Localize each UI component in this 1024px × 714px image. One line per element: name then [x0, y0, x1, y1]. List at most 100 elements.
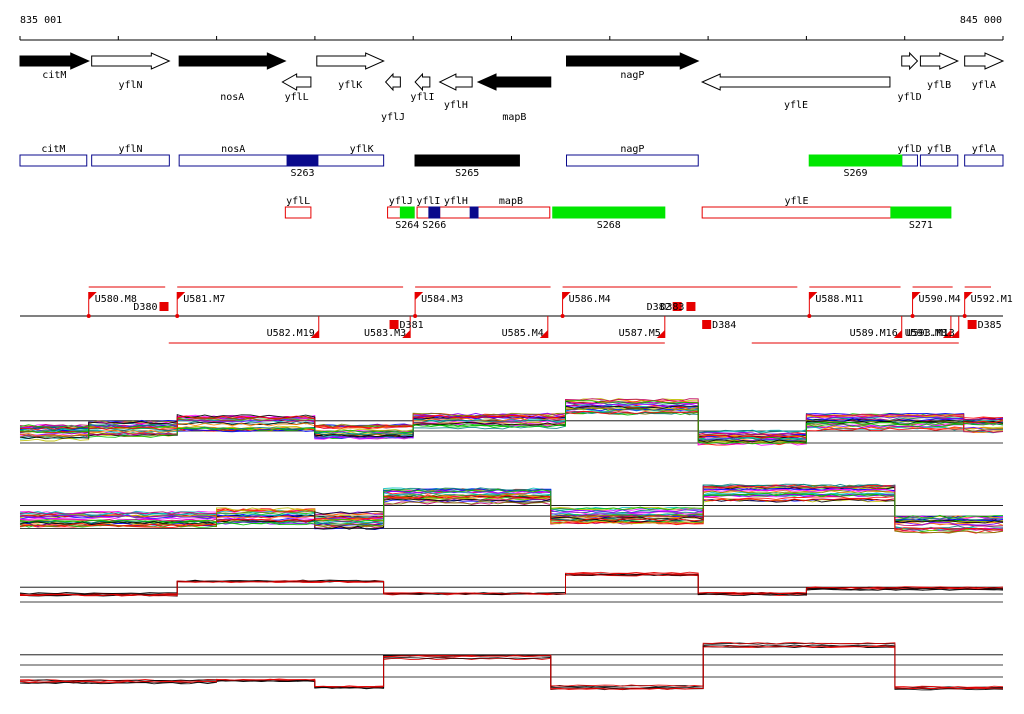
- up-transcript-flag: [415, 292, 424, 300]
- minus-segment-label: yflI: [416, 196, 440, 207]
- gene-arrow-yflH: [438, 73, 473, 91]
- gene-annotation-track: citM yflN nosA yflL yflK yflJ yflI yflH mapB nagP…: [19, 51, 1005, 123]
- transcript-track: U580.M8 U581.M7 U584.M3 U586.M4 U588.M11 U590…: [20, 286, 1013, 344]
- plus-segment-label: nagP: [620, 144, 644, 155]
- lower-marker-label: D385: [978, 320, 1002, 331]
- up-transcript-origin: [560, 314, 565, 318]
- signal-trace: [19, 405, 1004, 444]
- feature-block: [890, 206, 952, 219]
- signal-trace: [19, 483, 1003, 525]
- feature-label-S265: S265: [455, 168, 479, 179]
- down-transcript-flag: [539, 330, 548, 338]
- gene-arrow-yflE: [700, 73, 891, 91]
- minus-segment-label: yflL: [286, 196, 310, 207]
- gene-label-yflI: yflI: [410, 92, 434, 103]
- up-transcript-origin: [910, 314, 915, 318]
- upper-marker-box: [672, 302, 682, 311]
- down-transcript-flag: [893, 330, 902, 338]
- lower-marker-box: [967, 320, 977, 329]
- signal-track-plus-strand-summary: [19, 571, 1004, 603]
- gene-label-yflN: yflN: [118, 80, 142, 91]
- feature-block: [428, 206, 441, 219]
- minus-segment-label: yflJ: [389, 196, 413, 207]
- signal-trace: [19, 491, 1004, 531]
- gene-arrow-yflA: [964, 52, 1005, 70]
- lower-marker-label: D384: [712, 320, 736, 331]
- gene-arrow-citM: [19, 52, 90, 70]
- lower-marker-label: D381: [400, 320, 424, 331]
- up-transcript-flag: [88, 292, 97, 300]
- gene-arrow-yflJ: [384, 72, 401, 92]
- up-transcript-flag: [562, 292, 571, 300]
- signal-trace: [19, 574, 1004, 597]
- up-transcript-origin: [413, 314, 418, 318]
- plus-segment-label: yflB: [927, 144, 951, 155]
- minus-segment-label: yflE: [785, 196, 809, 207]
- up-transcript-origin: [175, 314, 180, 318]
- gene-label-yflD: yflD: [898, 92, 922, 103]
- signal-trace: [19, 571, 1004, 597]
- signal-trace: [19, 488, 1004, 521]
- signal-track-minus-strand-summary: [19, 641, 1004, 691]
- gene-arrow-yflL: [281, 73, 312, 91]
- gene-arrow-yflN: [91, 52, 171, 70]
- gene-arrow-yflI: [414, 72, 431, 92]
- up-transcript-flag: [177, 292, 186, 300]
- gene-label-yflH: yflH: [444, 100, 468, 111]
- down-transcript-label: U593.M13: [907, 328, 955, 339]
- down-transcript-flag: [656, 330, 665, 338]
- segment-track: citM yflN nosA yflK nagP yflD yflB yflA yflL yflJ…: [19, 144, 1004, 231]
- plus-segment-label: yflK: [350, 144, 374, 155]
- gene-arrow-nagP: [566, 52, 700, 70]
- ruler-start-label: 835 001: [20, 15, 62, 26]
- gene-label-yflE: yflE: [784, 100, 808, 111]
- minus-segment: [439, 206, 473, 219]
- plus-segment-label: yflA: [972, 144, 996, 155]
- down-transcript-label: U582.M19: [267, 328, 315, 339]
- signal-trace: [19, 400, 1004, 445]
- plus-segment: [91, 154, 170, 167]
- down-transcript-flag: [310, 330, 319, 338]
- gene-label-yflL: yflL: [285, 92, 309, 103]
- plus-segment-label: yflN: [118, 144, 142, 155]
- gene-arrow-yflK: [316, 52, 385, 70]
- gene-label-citM: citM: [42, 70, 66, 81]
- down-transcript-flag: [950, 330, 959, 338]
- signal-track-plus-strand-tiling: [19, 398, 1004, 446]
- gene-label-mapB: mapB: [502, 112, 526, 123]
- upper-marker-box: [686, 302, 696, 311]
- up-transcript-origin: [962, 314, 967, 318]
- feature-label-S264: S264: [395, 220, 419, 231]
- feature-block: [399, 206, 415, 219]
- feature-block: [286, 154, 319, 167]
- plus-segment: [901, 154, 918, 167]
- signal-track-minus-strand-tiling: [19, 483, 1004, 534]
- plus-segment: [178, 154, 288, 167]
- signal-trace: [19, 498, 1004, 526]
- feature-label-S268: S268: [597, 220, 621, 231]
- up-transcript-origin: [86, 314, 91, 318]
- feature-label-S263: S263: [290, 168, 314, 179]
- signal-trace: [19, 494, 1004, 531]
- upper-marker-label: D383: [660, 302, 684, 313]
- signal-trace: [19, 645, 1004, 690]
- plus-segment-label: yflD: [898, 144, 922, 155]
- gene-arrow-yflD: [901, 51, 919, 71]
- up-transcript-flag: [964, 292, 973, 300]
- down-transcript-label: U591.M8: [905, 328, 947, 339]
- gene-label-nagP: nagP: [620, 70, 644, 81]
- minus-segment: [701, 206, 892, 219]
- signal-trace: [19, 497, 1004, 525]
- signal-trace: [19, 572, 1004, 596]
- gene-arrow-yflB: [919, 52, 960, 70]
- minus-segment: [284, 206, 312, 219]
- feature-label-S271: S271: [909, 220, 933, 231]
- signal-trace: [19, 645, 1004, 691]
- feature-label-S269: S269: [843, 168, 867, 179]
- up-transcript-flag: [912, 292, 921, 300]
- feature-label-S266: S266: [422, 220, 446, 231]
- signal-trace: [19, 410, 1004, 439]
- upper-marker-box: [159, 302, 169, 311]
- gene-label-nosA: nosA: [220, 92, 244, 103]
